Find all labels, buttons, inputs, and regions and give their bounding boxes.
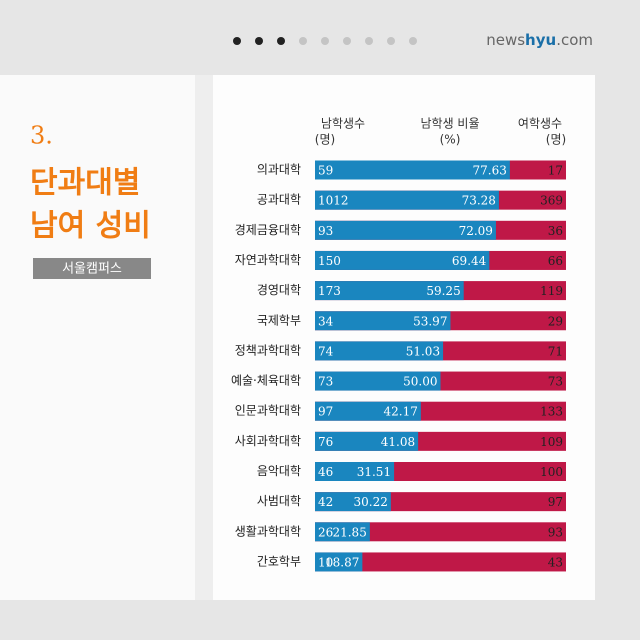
female-count: 97 xyxy=(548,495,563,509)
male-count: 74 xyxy=(318,344,334,358)
bar xyxy=(315,341,444,361)
category-label: 경제금융대학 xyxy=(235,223,301,237)
value-label: 50.00 xyxy=(403,375,437,389)
bar xyxy=(315,552,363,572)
value-label: 21.85 xyxy=(332,525,366,539)
male-count: 173 xyxy=(318,284,341,298)
bar xyxy=(315,401,421,421)
female-count: 66 xyxy=(548,254,563,268)
female-count: 73 xyxy=(548,375,563,389)
right-page xyxy=(195,75,595,600)
column-unit: (명) xyxy=(546,133,566,147)
female-count: 17 xyxy=(548,164,563,178)
male-count: 46 xyxy=(318,465,333,479)
female-count: 36 xyxy=(548,224,563,238)
category-label: 인문과학대학 xyxy=(235,404,301,418)
brand-part: hyu xyxy=(525,31,556,49)
brand-part: .com xyxy=(556,31,593,49)
category-label: 정책과학대학 xyxy=(235,342,301,357)
brand: newshyu.com xyxy=(486,31,593,49)
bar xyxy=(315,522,370,542)
bar xyxy=(315,220,496,240)
male-count: 34 xyxy=(318,314,334,328)
heading-title: 남여 성비 xyxy=(30,209,151,244)
bar-track xyxy=(315,552,566,572)
value-label: 42.17 xyxy=(383,405,417,419)
tag: 서울캠퍼스 xyxy=(62,262,122,277)
female-count: 93 xyxy=(548,525,563,539)
category-label: 국제학부 xyxy=(257,313,301,327)
value-label: 31.51 xyxy=(357,465,391,479)
female-count: 119 xyxy=(540,284,563,298)
value-label: 72.09 xyxy=(459,224,493,238)
value-label: 59.25 xyxy=(426,284,460,298)
bar xyxy=(315,431,419,451)
bar xyxy=(315,190,499,210)
female-count: 100 xyxy=(540,465,563,479)
value-label: 41.08 xyxy=(381,435,415,449)
column-unit: (%) xyxy=(440,133,461,147)
column-header: 여학생수 xyxy=(518,117,562,131)
bar xyxy=(315,311,451,331)
female-count: 71 xyxy=(548,344,563,358)
category-label: 사회과학대학 xyxy=(235,434,301,448)
male-count: 76 xyxy=(318,435,333,449)
bar xyxy=(315,250,490,270)
category-label: 의과대학 xyxy=(257,163,301,177)
female-count: 109 xyxy=(540,435,563,449)
value-label: 18.87 xyxy=(325,555,359,569)
category-label: 생활과학대학 xyxy=(235,524,301,538)
value-label: 51.03 xyxy=(406,344,440,358)
male-count: 93 xyxy=(318,224,333,238)
tag-box xyxy=(33,258,151,279)
male-count: 150 xyxy=(318,254,341,268)
column-unit: (명) xyxy=(315,133,335,147)
female-count: 43 xyxy=(548,555,563,569)
male-count: 26 xyxy=(318,525,333,539)
page-dots xyxy=(233,37,417,45)
value-label: 69.44 xyxy=(452,254,487,268)
bar xyxy=(315,492,391,512)
bar xyxy=(315,462,395,481)
male-count: 97 xyxy=(318,405,333,419)
male-count: 10 xyxy=(318,555,333,569)
category-label: 음악대학 xyxy=(257,464,301,478)
value-label: 53.97 xyxy=(413,314,447,328)
book-gutter xyxy=(195,75,213,600)
category-label: 예술·체육대학 xyxy=(231,374,301,388)
column-header: 남학생수 xyxy=(321,117,365,131)
left-page xyxy=(0,75,200,600)
value-label: 77.63 xyxy=(472,164,506,178)
heading-number: 3. xyxy=(30,122,53,150)
male-count: 1012 xyxy=(318,194,349,208)
bar-track xyxy=(315,522,566,542)
brand-part: news xyxy=(486,31,525,49)
bar xyxy=(315,371,441,391)
value-label: 30.22 xyxy=(353,495,387,509)
category-label: 경영대학 xyxy=(257,283,301,297)
male-count: 73 xyxy=(318,375,333,389)
male-count: 42 xyxy=(318,495,333,509)
column-header: 남학생 비율 xyxy=(420,117,479,131)
value-label: 73.28 xyxy=(462,194,496,208)
category-label: 공과대학 xyxy=(257,193,301,207)
bar xyxy=(315,160,510,180)
bar xyxy=(315,281,464,301)
category-label: 자연과학대학 xyxy=(235,253,301,267)
heading-title: 단과대별 xyxy=(30,166,140,201)
category-label: 사범대학 xyxy=(257,494,301,508)
female-count: 133 xyxy=(540,405,563,419)
category-label: 간호학부 xyxy=(257,554,301,568)
female-count: 29 xyxy=(548,314,563,328)
male-count: 59 xyxy=(318,164,333,178)
female-count: 369 xyxy=(540,194,563,208)
